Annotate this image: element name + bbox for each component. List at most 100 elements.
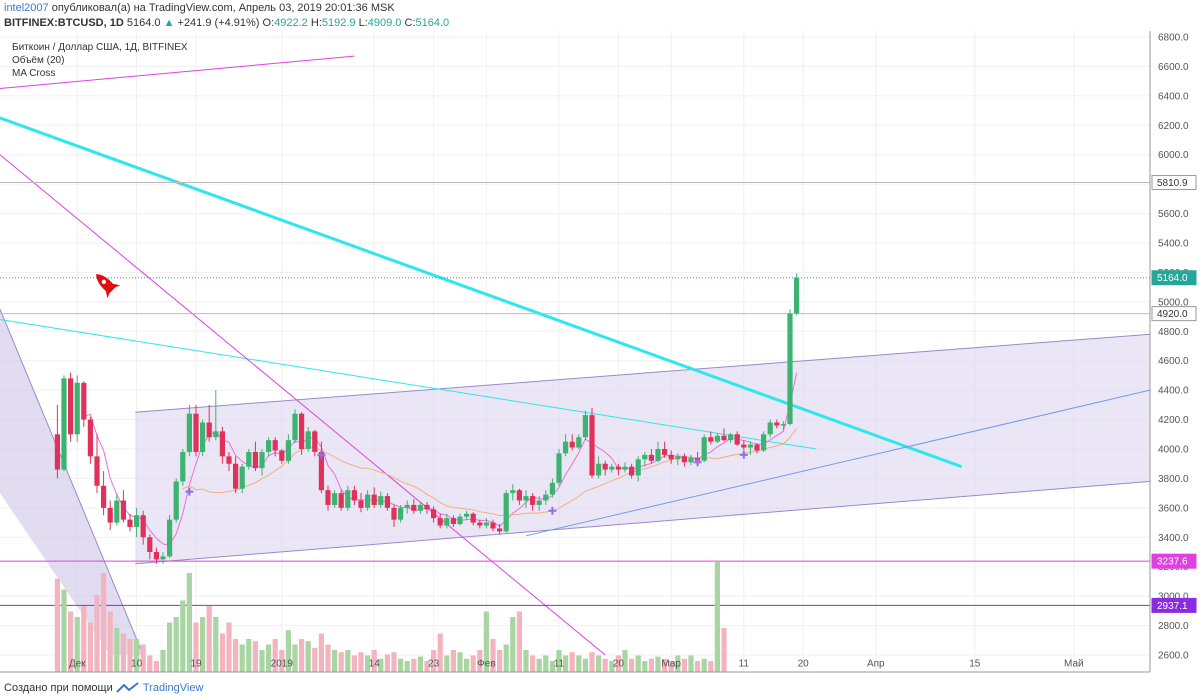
volume-bar	[358, 652, 364, 672]
candle	[596, 463, 602, 476]
volume-bar	[457, 652, 463, 672]
author-link[interactable]: intel2007	[4, 2, 49, 14]
volume-bar	[536, 658, 542, 672]
ma-cross-marker	[185, 487, 194, 496]
volume-bar	[688, 655, 694, 672]
candle	[391, 507, 397, 520]
volume-bar	[490, 639, 496, 672]
candle	[516, 490, 522, 501]
candle	[404, 504, 410, 508]
volume-bar	[272, 639, 278, 672]
volume-bar	[338, 652, 344, 672]
candle	[431, 509, 437, 519]
candle	[246, 451, 252, 467]
candle	[153, 552, 159, 560]
candle	[226, 456, 232, 464]
time-tick-label: 10	[131, 658, 143, 669]
candle	[285, 440, 291, 461]
legend-title[interactable]: Биткоин / Доллар США, 1Д, BITFINEX	[12, 42, 188, 53]
candle	[483, 522, 489, 526]
price-label-box	[1151, 270, 1197, 286]
cyan-thin-trendline	[0, 319, 817, 450]
price-tick-label: 6600.0	[1158, 62, 1189, 73]
time-tick-label: 14	[369, 658, 381, 669]
candle	[239, 466, 245, 489]
candle	[681, 456, 687, 463]
candle	[54, 434, 60, 470]
volume-bar	[398, 658, 404, 672]
candle	[371, 494, 377, 505]
volume-bar	[503, 644, 509, 672]
price-tick-label: 4800.0	[1158, 327, 1189, 338]
volume-bar	[569, 652, 575, 672]
symbol-name[interactable]: BITFINEX:BTCUSD, 1D	[4, 17, 124, 29]
candle	[609, 466, 615, 470]
candle	[332, 493, 338, 505]
candle	[741, 444, 747, 448]
price-axis[interactable]: 6800.06600.06400.06200.06000.05800.05600…	[1149, 31, 1197, 672]
candle	[668, 454, 674, 460]
volume-bar	[695, 661, 701, 672]
time-axis[interactable]: Дек 10 19 2019 14 23 Фев 11 20 Мар 11 20 Апр 15 Май	[0, 658, 1150, 673]
price-chart[interactable]: 6800.06600.06400.06200.06000.05800.05600…	[0, 31, 1200, 678]
price-tick-label: 6200.0	[1158, 121, 1189, 132]
candle	[767, 422, 773, 435]
candle	[279, 450, 285, 461]
volume-bar	[351, 655, 357, 672]
volume-bar	[563, 655, 569, 672]
candle	[688, 457, 694, 463]
volume-bar	[714, 562, 720, 672]
tradingview-link[interactable]: TradingView	[142, 682, 204, 694]
volume-bar	[219, 633, 225, 672]
up-triangle-icon: ▲	[163, 17, 175, 29]
volume-bar	[510, 617, 516, 672]
candle	[213, 431, 219, 438]
candle	[576, 437, 582, 448]
volume-bar	[424, 661, 430, 672]
volume-bar	[120, 633, 126, 672]
legend-volume[interactable]: Объём (20)	[12, 55, 65, 66]
volume-bar	[615, 655, 621, 672]
close-value: 5164.0	[415, 17, 450, 29]
candle	[477, 522, 483, 526]
price-change: +241.9 (+4.91%)	[177, 17, 260, 29]
legend-ma[interactable]: MA Cross	[12, 68, 56, 79]
magenta-top-line	[0, 55, 355, 89]
candle	[173, 481, 179, 520]
candle	[569, 441, 575, 448]
candle	[536, 500, 542, 505]
ma-cross-marker	[548, 506, 557, 515]
time-tick-label: 20	[798, 658, 810, 669]
candle	[351, 490, 357, 501]
chart-legend: Биткоин / Доллар США, 1Д, BITFINEX Объём…	[12, 41, 188, 80]
volume-bar	[68, 611, 74, 672]
price-label-box	[1151, 175, 1197, 191]
volume-bar	[206, 606, 212, 672]
volume-bar	[140, 644, 146, 672]
volume-bar	[147, 655, 153, 672]
candle	[629, 466, 635, 476]
time-tick-label: 11	[739, 658, 750, 669]
candle	[68, 378, 74, 435]
volume-bar	[266, 644, 272, 672]
candle	[325, 490, 331, 505]
price-label: 5810.9	[1157, 178, 1188, 189]
candle	[530, 496, 536, 505]
candle	[464, 513, 470, 517]
candle	[450, 518, 456, 525]
publish-info: intel2007 опубликовал(а) на TradingView.…	[0, 0, 1200, 16]
candle	[107, 507, 113, 523]
price-tick-label: 3600.0	[1158, 503, 1189, 514]
candle	[147, 537, 153, 552]
volume-bar	[549, 661, 555, 672]
volume-bar	[483, 611, 489, 672]
candle	[219, 431, 225, 457]
price-tick-label: 5000.0	[1158, 297, 1189, 308]
magenta-trendline	[0, 154, 606, 656]
volume-bar	[305, 641, 311, 672]
volume-bar	[74, 617, 80, 672]
candle	[794, 277, 800, 314]
high-label: H:	[310, 17, 322, 29]
candle	[648, 454, 654, 461]
volume-bar	[477, 650, 483, 672]
